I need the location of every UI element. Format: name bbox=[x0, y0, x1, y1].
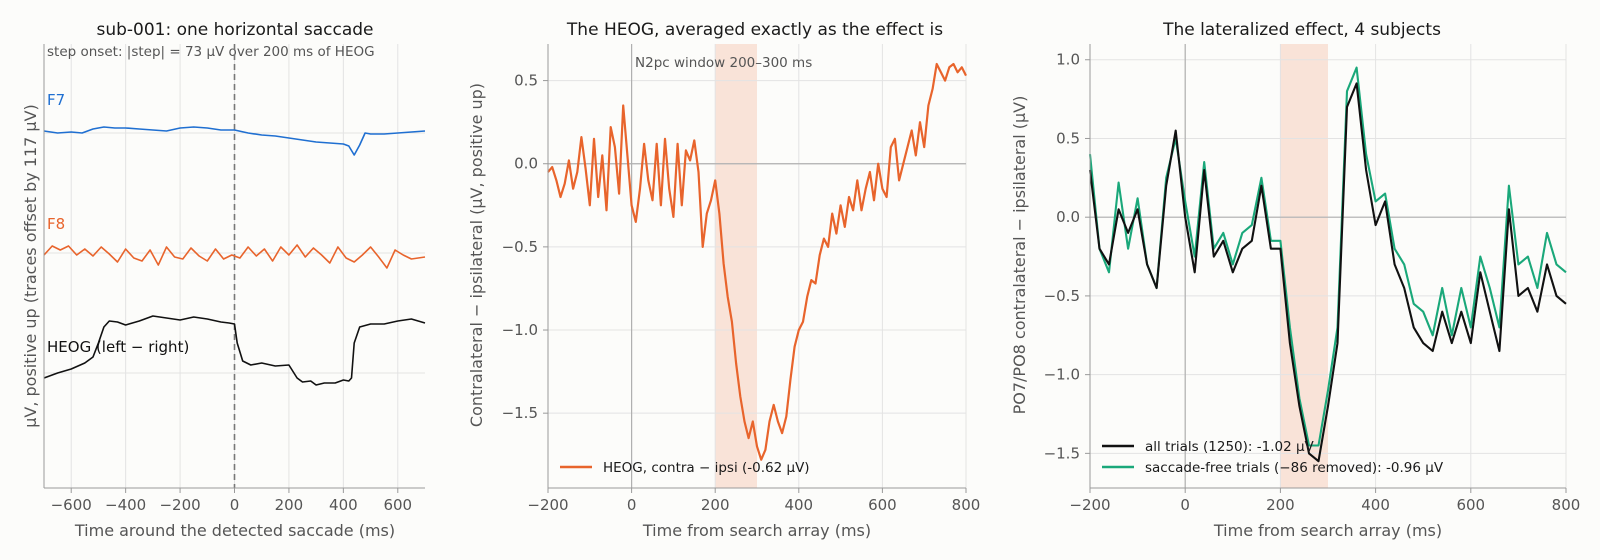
y-tick-label: 0.5 bbox=[1056, 129, 1080, 147]
series-label-heog: HEOG (left − right) bbox=[47, 338, 189, 356]
n2pc-window-shading bbox=[715, 44, 757, 488]
panel-effect: The lateralized effect, 4 subjects −200 0… bbox=[1010, 20, 1580, 540]
x-tick-label: 400 bbox=[329, 496, 358, 514]
panel-1-x-label: Time around the detected saccade (ms) bbox=[74, 521, 395, 540]
heog-series-line bbox=[547, 62, 967, 461]
y-tick-label: −1.5 bbox=[502, 404, 538, 422]
panel-2-legend: HEOG, contra − ipsi (-0.62 µV) bbox=[560, 460, 810, 476]
panel-1-title: sub-001: one horizontal saccade bbox=[96, 20, 373, 40]
panel-3-legend: all trials (1250): -1.02 µV saccade-free… bbox=[1102, 439, 1444, 476]
series-line-0 bbox=[43, 126, 426, 156]
panel-2-title: The HEOG, averaged exactly as the effect… bbox=[566, 20, 943, 40]
panel-3-series bbox=[1088, 66, 1567, 463]
y-tick-label: −1.0 bbox=[1044, 366, 1080, 384]
panel-3-x-label: Time from search array (ms) bbox=[1213, 521, 1442, 540]
y-tick-label: 0.0 bbox=[1056, 208, 1080, 226]
panel-3-y-ticks: −1.5 −1.0 −0.5 0.0 0.5 1.0 bbox=[1044, 51, 1090, 462]
panel-1-series bbox=[43, 126, 426, 386]
legend-label-all-trials: all trials (1250): -1.02 µV bbox=[1145, 439, 1315, 455]
panel-2-series bbox=[547, 62, 967, 461]
y-tick-label: −1.5 bbox=[1044, 444, 1080, 462]
series-label-f7: F7 bbox=[47, 91, 65, 109]
panel-1-y-label: µV, positive up (traces offset by 117 µV… bbox=[21, 104, 40, 428]
effect-series-line-0 bbox=[1088, 82, 1567, 463]
x-tick-label: 200 bbox=[275, 496, 304, 514]
x-tick-label: −200 bbox=[1069, 496, 1110, 514]
n2pc-window-shading-3 bbox=[1280, 44, 1328, 488]
x-tick-label: −400 bbox=[105, 496, 146, 514]
x-tick-label: 200 bbox=[1266, 496, 1295, 514]
x-tick-label: 600 bbox=[1456, 496, 1485, 514]
x-tick-label: 800 bbox=[952, 496, 981, 514]
panel-3-title: The lateralized effect, 4 subjects bbox=[1162, 20, 1441, 40]
legend-label-saccade-free: saccade-free trials (−86 removed): -0.96… bbox=[1145, 460, 1444, 476]
x-tick-label: −200 bbox=[159, 496, 200, 514]
y-tick-label: 1.0 bbox=[1056, 51, 1080, 69]
x-tick-label: 400 bbox=[1361, 496, 1390, 514]
x-tick-label: 600 bbox=[868, 496, 897, 514]
x-tick-label: 0 bbox=[1180, 496, 1190, 514]
y-tick-label: 0.0 bbox=[514, 155, 538, 173]
x-tick-label: −200 bbox=[527, 496, 568, 514]
x-tick-label: 0 bbox=[627, 496, 637, 514]
panel-saccade: sub-001: one horizontal saccade step ons… bbox=[21, 20, 426, 540]
x-tick-label: 600 bbox=[383, 496, 412, 514]
panel-2-annotation: N2pc window 200–300 ms bbox=[635, 55, 812, 71]
panel-2-x-label: Time from search array (ms) bbox=[642, 521, 871, 540]
x-tick-label: −600 bbox=[51, 496, 92, 514]
x-tick-label: 200 bbox=[701, 496, 730, 514]
y-tick-label: −1.0 bbox=[502, 321, 538, 339]
panel-3-y-label: PO7/PO8 contralateral − ipsilateral (µV) bbox=[1010, 96, 1029, 415]
x-tick-label: 800 bbox=[1552, 496, 1581, 514]
y-tick-label: −0.5 bbox=[502, 238, 538, 256]
y-tick-label: −0.5 bbox=[1044, 287, 1080, 305]
panel-2-y-label: Contralateral − ipsilateral (µV, positiv… bbox=[467, 83, 486, 427]
panel-3-x-ticks: −200 0 200 400 600 800 bbox=[1069, 488, 1580, 514]
panel-2-x-ticks: −200 0 200 400 600 800 bbox=[527, 488, 980, 514]
panel-2-y-ticks: −1.5 −1.0 −0.5 0.0 0.5 bbox=[502, 72, 548, 422]
legend-label-heog: HEOG, contra − ipsi (-0.62 µV) bbox=[603, 460, 810, 476]
series-line-1 bbox=[43, 244, 426, 269]
panel-1-annotation: step onset: |step| = 73 µV over 200 ms o… bbox=[47, 44, 375, 60]
series-label-f8: F8 bbox=[47, 215, 65, 233]
panel-1-x-ticks: −600 −400 −200 0 200 400 600 bbox=[51, 488, 412, 514]
y-tick-label: 0.5 bbox=[514, 72, 538, 90]
x-tick-label: 0 bbox=[230, 496, 240, 514]
panel-heog: The HEOG, averaged exactly as the effect… bbox=[467, 20, 980, 540]
x-tick-label: 400 bbox=[784, 496, 813, 514]
series-line-2 bbox=[43, 315, 426, 386]
